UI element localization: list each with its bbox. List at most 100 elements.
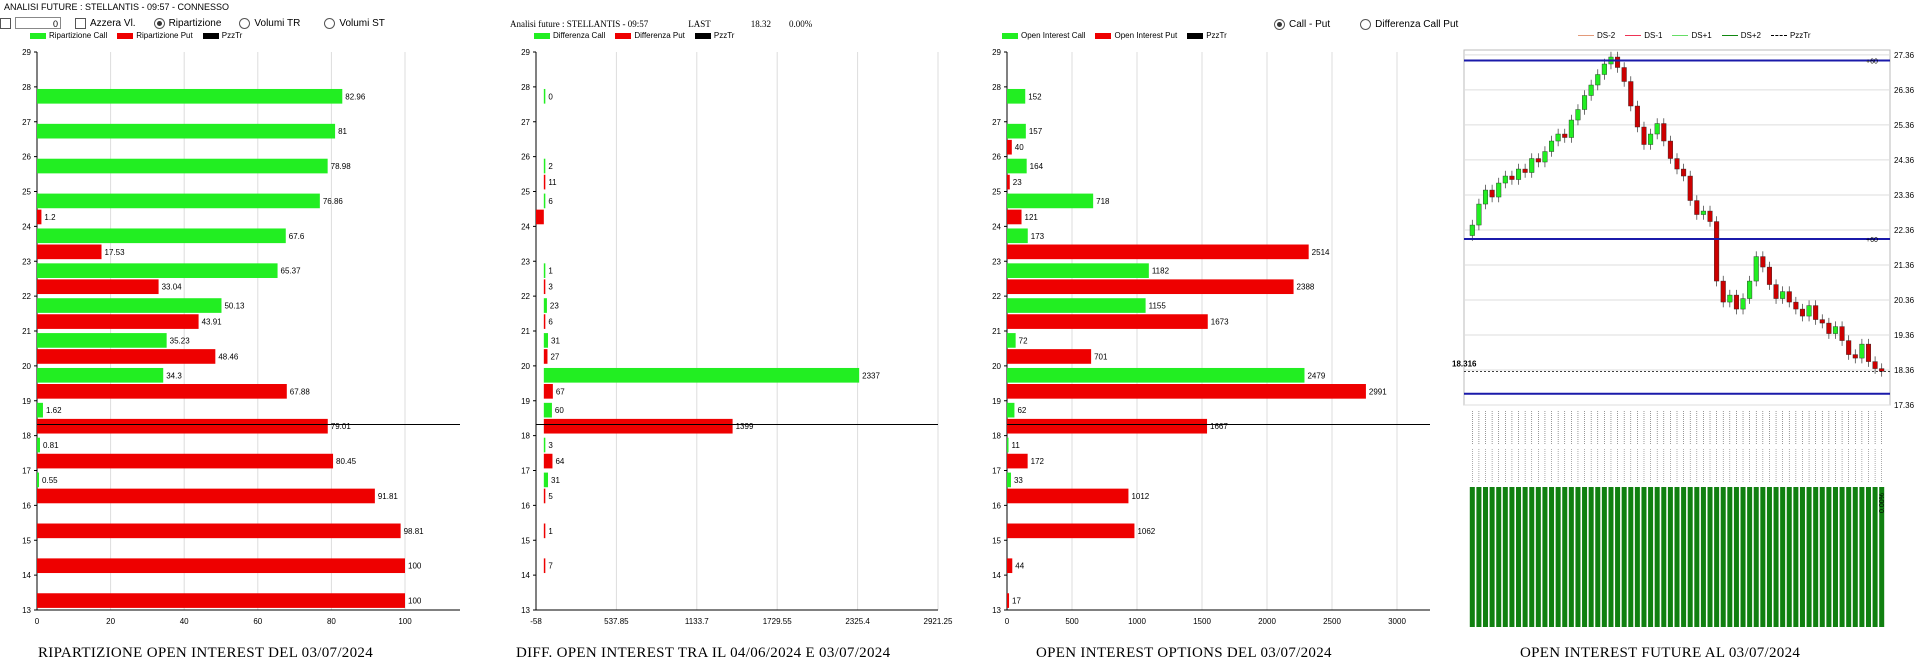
radio-volumi-tr-label: Volumi TR	[254, 17, 301, 29]
volume-bar	[1826, 487, 1832, 627]
y-tick-label: 29	[22, 48, 31, 57]
put-bar-label: 44	[1015, 562, 1024, 571]
call-bar	[1007, 402, 1015, 418]
call-bar	[37, 263, 278, 278]
legend-item: DS-1	[1625, 31, 1662, 40]
volume-bar	[1615, 487, 1621, 627]
call-bar-label: 81	[338, 127, 347, 136]
radio-volumi-tr[interactable]	[239, 17, 251, 29]
y-tick-label: 27.36	[1894, 51, 1915, 60]
y-tick-label: 15	[521, 536, 530, 545]
legend-item: PzzTr	[1187, 31, 1227, 40]
x-tick-label: 60	[253, 617, 262, 626]
volume-bar	[1634, 487, 1640, 627]
candle-body	[1621, 67, 1627, 82]
y-tick-label: 27	[22, 118, 31, 127]
legend-item: Open Interest Put	[1095, 31, 1177, 40]
call-bar	[37, 298, 222, 313]
call-bar	[1007, 88, 1026, 104]
call-bar	[37, 228, 286, 244]
radio-call-put[interactable]	[1274, 19, 1285, 30]
volume-bar	[1529, 487, 1535, 627]
y-tick-label: 27	[992, 118, 1001, 127]
radio-volumi-st[interactable]	[324, 17, 336, 29]
y-tick-label: 27	[521, 118, 530, 127]
candle-body	[1496, 182, 1502, 198]
call-bar-label: 33	[1014, 476, 1023, 485]
y-tick-label: 14	[521, 571, 530, 580]
call-bar-label: 11	[1012, 441, 1021, 450]
volume-bar	[1667, 487, 1673, 627]
y-tick-label: 21	[22, 327, 31, 336]
y-tick-label: 22	[521, 292, 530, 301]
legend-item: PzzTr	[202, 31, 242, 40]
volume-bar	[1648, 487, 1654, 627]
put-bar	[37, 244, 102, 260]
volume-bar	[1575, 487, 1581, 627]
put-bar	[1007, 384, 1366, 399]
call-bar	[1007, 228, 1028, 244]
put-bar	[37, 314, 199, 329]
candle-body	[1826, 322, 1832, 334]
call-bar-label: 76.86	[323, 197, 344, 206]
put-bar-label: 121	[1025, 213, 1039, 222]
legend-item: DS+1	[1672, 31, 1712, 40]
volume-bar	[1819, 487, 1825, 627]
candle-body	[1865, 343, 1872, 362]
legend-item: PzzTr	[1770, 31, 1811, 40]
call-bar	[543, 333, 549, 348]
azzera-checkbox[interactable]	[75, 17, 86, 29]
volume-bar	[1865, 487, 1872, 627]
panel3-radios: Call - Put Differenza Call Put	[1274, 19, 1458, 30]
volume-bar	[1681, 487, 1687, 627]
call-bar	[37, 123, 336, 139]
put-bar-label: 7	[548, 562, 553, 571]
y-tick-label: 14	[992, 571, 1001, 580]
candle-body	[1568, 119, 1574, 138]
y-tick-label: 20	[521, 362, 530, 371]
volume-bar	[1839, 487, 1845, 627]
put-bar	[37, 349, 216, 364]
call-bar-label: 2	[548, 162, 553, 171]
x-tick-label: -58	[530, 617, 542, 626]
call-bar-label: 718	[1096, 197, 1110, 206]
candle-body	[1628, 81, 1634, 107]
put-bar	[543, 418, 733, 434]
candle-body	[1549, 140, 1555, 152]
volume-bar	[1852, 487, 1858, 627]
put-bar-label: 64	[555, 457, 564, 466]
put-bar-label: 98.81	[404, 527, 425, 536]
call-bar	[37, 402, 43, 418]
call-bar	[37, 472, 40, 488]
y-tick-label: 23	[521, 257, 530, 266]
y-tick-label: 26.36	[1894, 86, 1915, 95]
x-tick-label: 2500	[1323, 617, 1341, 626]
put-bar-label: 1.2	[44, 213, 56, 222]
radio-ripartizione[interactable]	[153, 17, 165, 29]
y-tick-label: 17	[521, 467, 530, 476]
put-bar	[1007, 558, 1013, 574]
volume-bar	[1522, 487, 1528, 627]
put-bar	[1007, 279, 1294, 295]
radio-differenza[interactable]	[1360, 19, 1372, 30]
call-bar	[543, 367, 860, 383]
call-bar	[1007, 193, 1094, 209]
volume-bar	[1654, 487, 1660, 627]
price-label: 18.316	[1452, 360, 1477, 369]
call-bar	[543, 193, 546, 209]
left-checkbox[interactable]	[0, 17, 11, 29]
candle-body	[1720, 280, 1726, 303]
value-input[interactable]: 0	[15, 17, 61, 29]
put-bar	[543, 349, 548, 364]
volume-bar	[1766, 487, 1772, 627]
candle-body	[1575, 109, 1581, 121]
y-tick-label: 18	[992, 432, 1001, 441]
call-bar	[1007, 333, 1016, 348]
put-bar	[37, 523, 401, 539]
y-tick-label: 25.36	[1894, 121, 1915, 130]
put-bar-label: 67	[556, 387, 565, 396]
y-tick-label: 21	[992, 327, 1001, 336]
level-mark: +60	[1866, 59, 1878, 66]
y-tick-label: 13	[521, 606, 530, 615]
volume-bar	[1641, 487, 1647, 627]
